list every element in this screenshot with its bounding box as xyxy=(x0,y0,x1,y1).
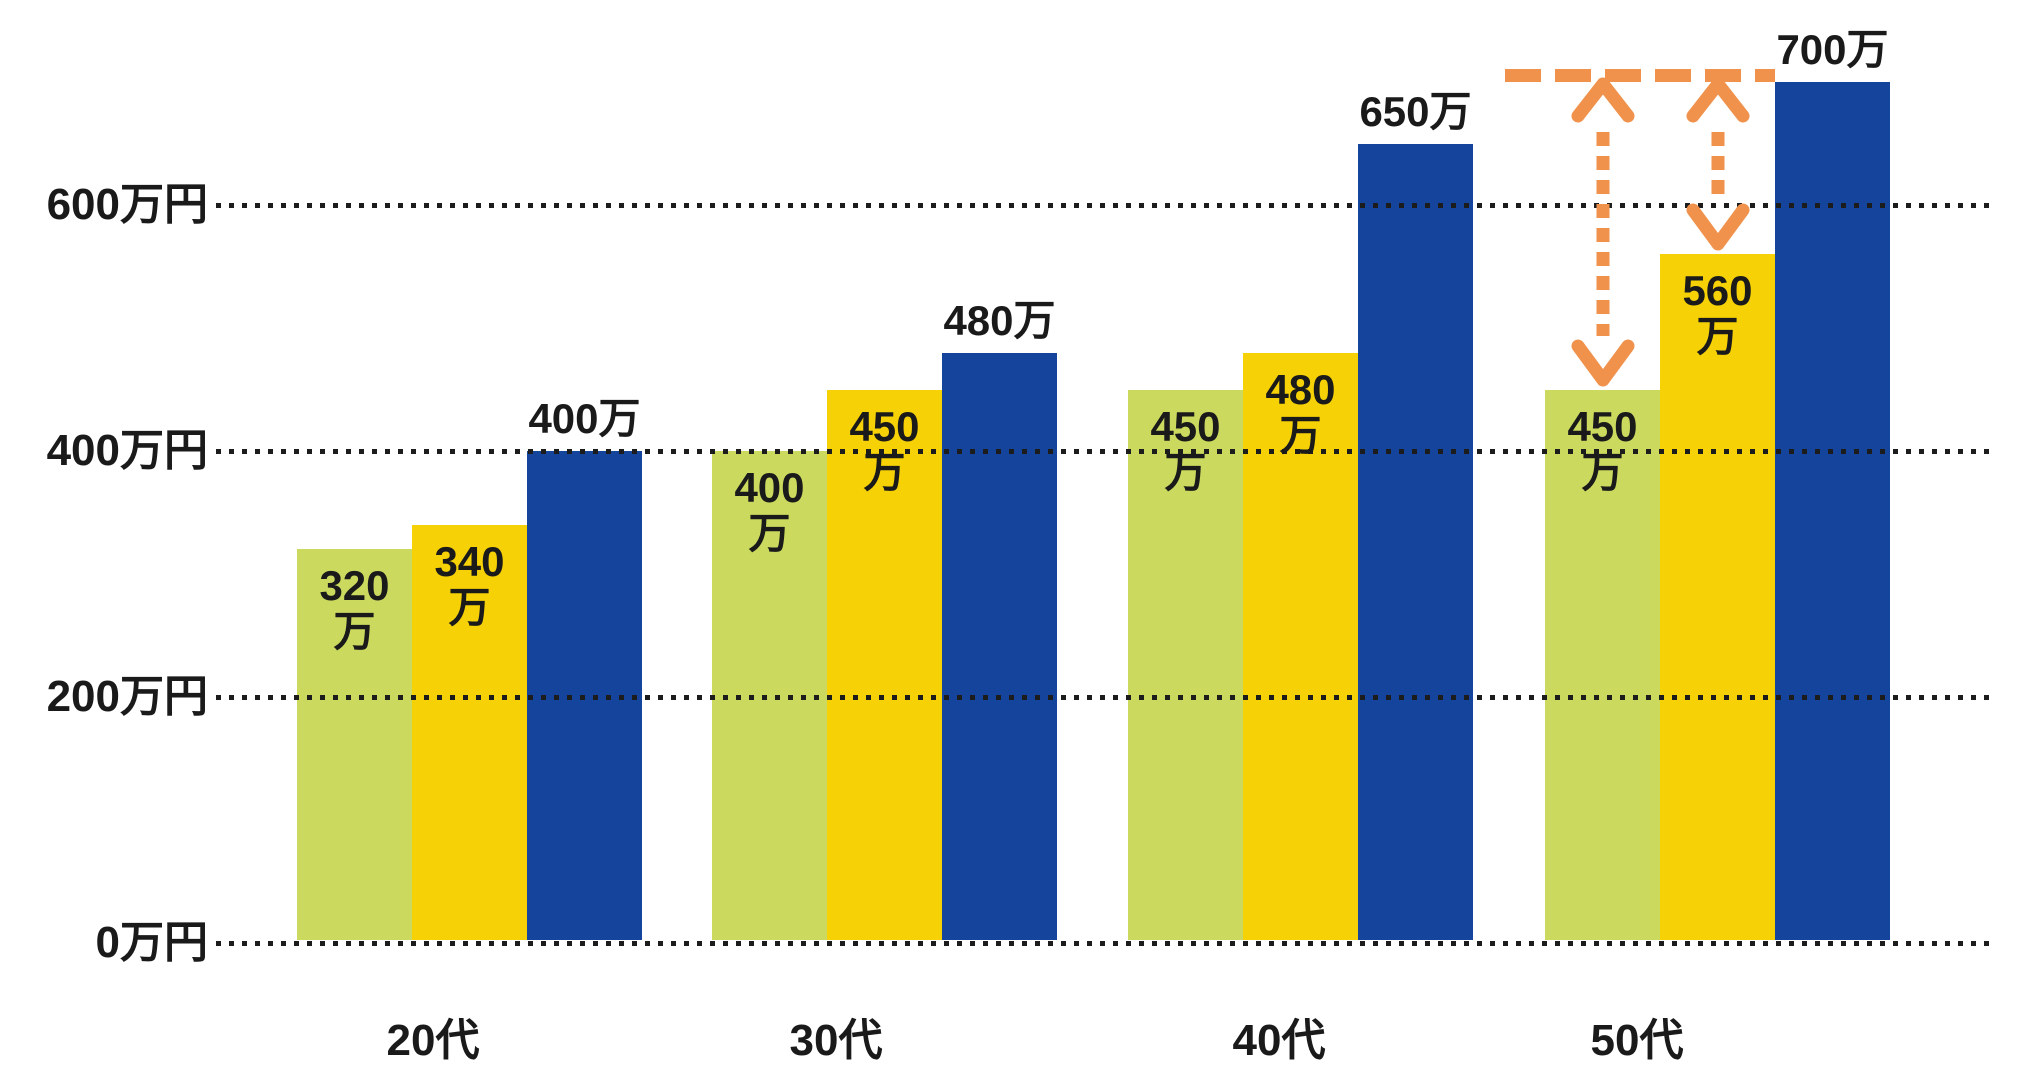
gridline-200 xyxy=(216,695,1990,700)
bar-50代-blue xyxy=(1775,82,1890,940)
bar-30代-yellow xyxy=(827,390,942,940)
bar-value-label-30代-yellow: 450 万 xyxy=(849,403,920,496)
bar-40代-green xyxy=(1128,390,1243,940)
gridline-0 xyxy=(216,941,1990,946)
x-axis-label-20代: 20代 xyxy=(386,1016,480,1065)
bar-value-label-30代-green: 400 万 xyxy=(734,464,805,557)
annotation-gap-arrow-green xyxy=(1568,70,1638,390)
y-axis-tick-label-600: 600万円 xyxy=(46,180,208,229)
bar-value-label-40代-green: 450 万 xyxy=(1150,403,1221,496)
bar-value-label-50代-blue: 700万 xyxy=(1776,26,1889,73)
bar-40代-blue xyxy=(1358,144,1473,940)
double-headed-dotted-arrow-icon xyxy=(1686,77,1749,251)
bar-20代-yellow xyxy=(412,525,527,940)
bar-30代-blue xyxy=(942,353,1057,940)
y-axis-tick-label-0: 0万円 xyxy=(95,918,208,967)
bar-value-label-40代-blue: 650万 xyxy=(1359,88,1472,135)
bar-value-label-30代-blue: 480万 xyxy=(943,297,1056,344)
gridline-600 xyxy=(216,203,1990,208)
y-axis-tick-label-200: 200万円 xyxy=(46,672,208,721)
double-headed-dotted-arrow-icon xyxy=(1571,77,1634,387)
bar-value-label-50代-green: 450 万 xyxy=(1567,403,1638,496)
annotation-dashed-reference-line xyxy=(1505,69,1775,82)
gridline-400 xyxy=(216,449,1990,454)
x-axis-label-40代: 40代 xyxy=(1232,1016,1326,1065)
annotation-gap-arrow-yellow xyxy=(1683,70,1753,254)
bar-value-label-50代-yellow: 560 万 xyxy=(1682,267,1753,360)
bar-value-label-20代-blue: 400万 xyxy=(528,395,641,442)
bar-20代-green xyxy=(297,549,412,940)
bar-value-label-40代-yellow: 480 万 xyxy=(1265,366,1336,459)
bar-value-label-20代-yellow: 340 万 xyxy=(434,538,505,631)
x-axis-label-30代: 30代 xyxy=(789,1016,883,1065)
bar-50代-yellow xyxy=(1660,254,1775,940)
y-axis-tick-label-400: 400万円 xyxy=(46,426,208,475)
x-axis-label-50代: 50代 xyxy=(1590,1016,1684,1065)
bar-50代-green xyxy=(1545,390,1660,940)
bar-value-label-20代-green: 320 万 xyxy=(319,562,390,655)
